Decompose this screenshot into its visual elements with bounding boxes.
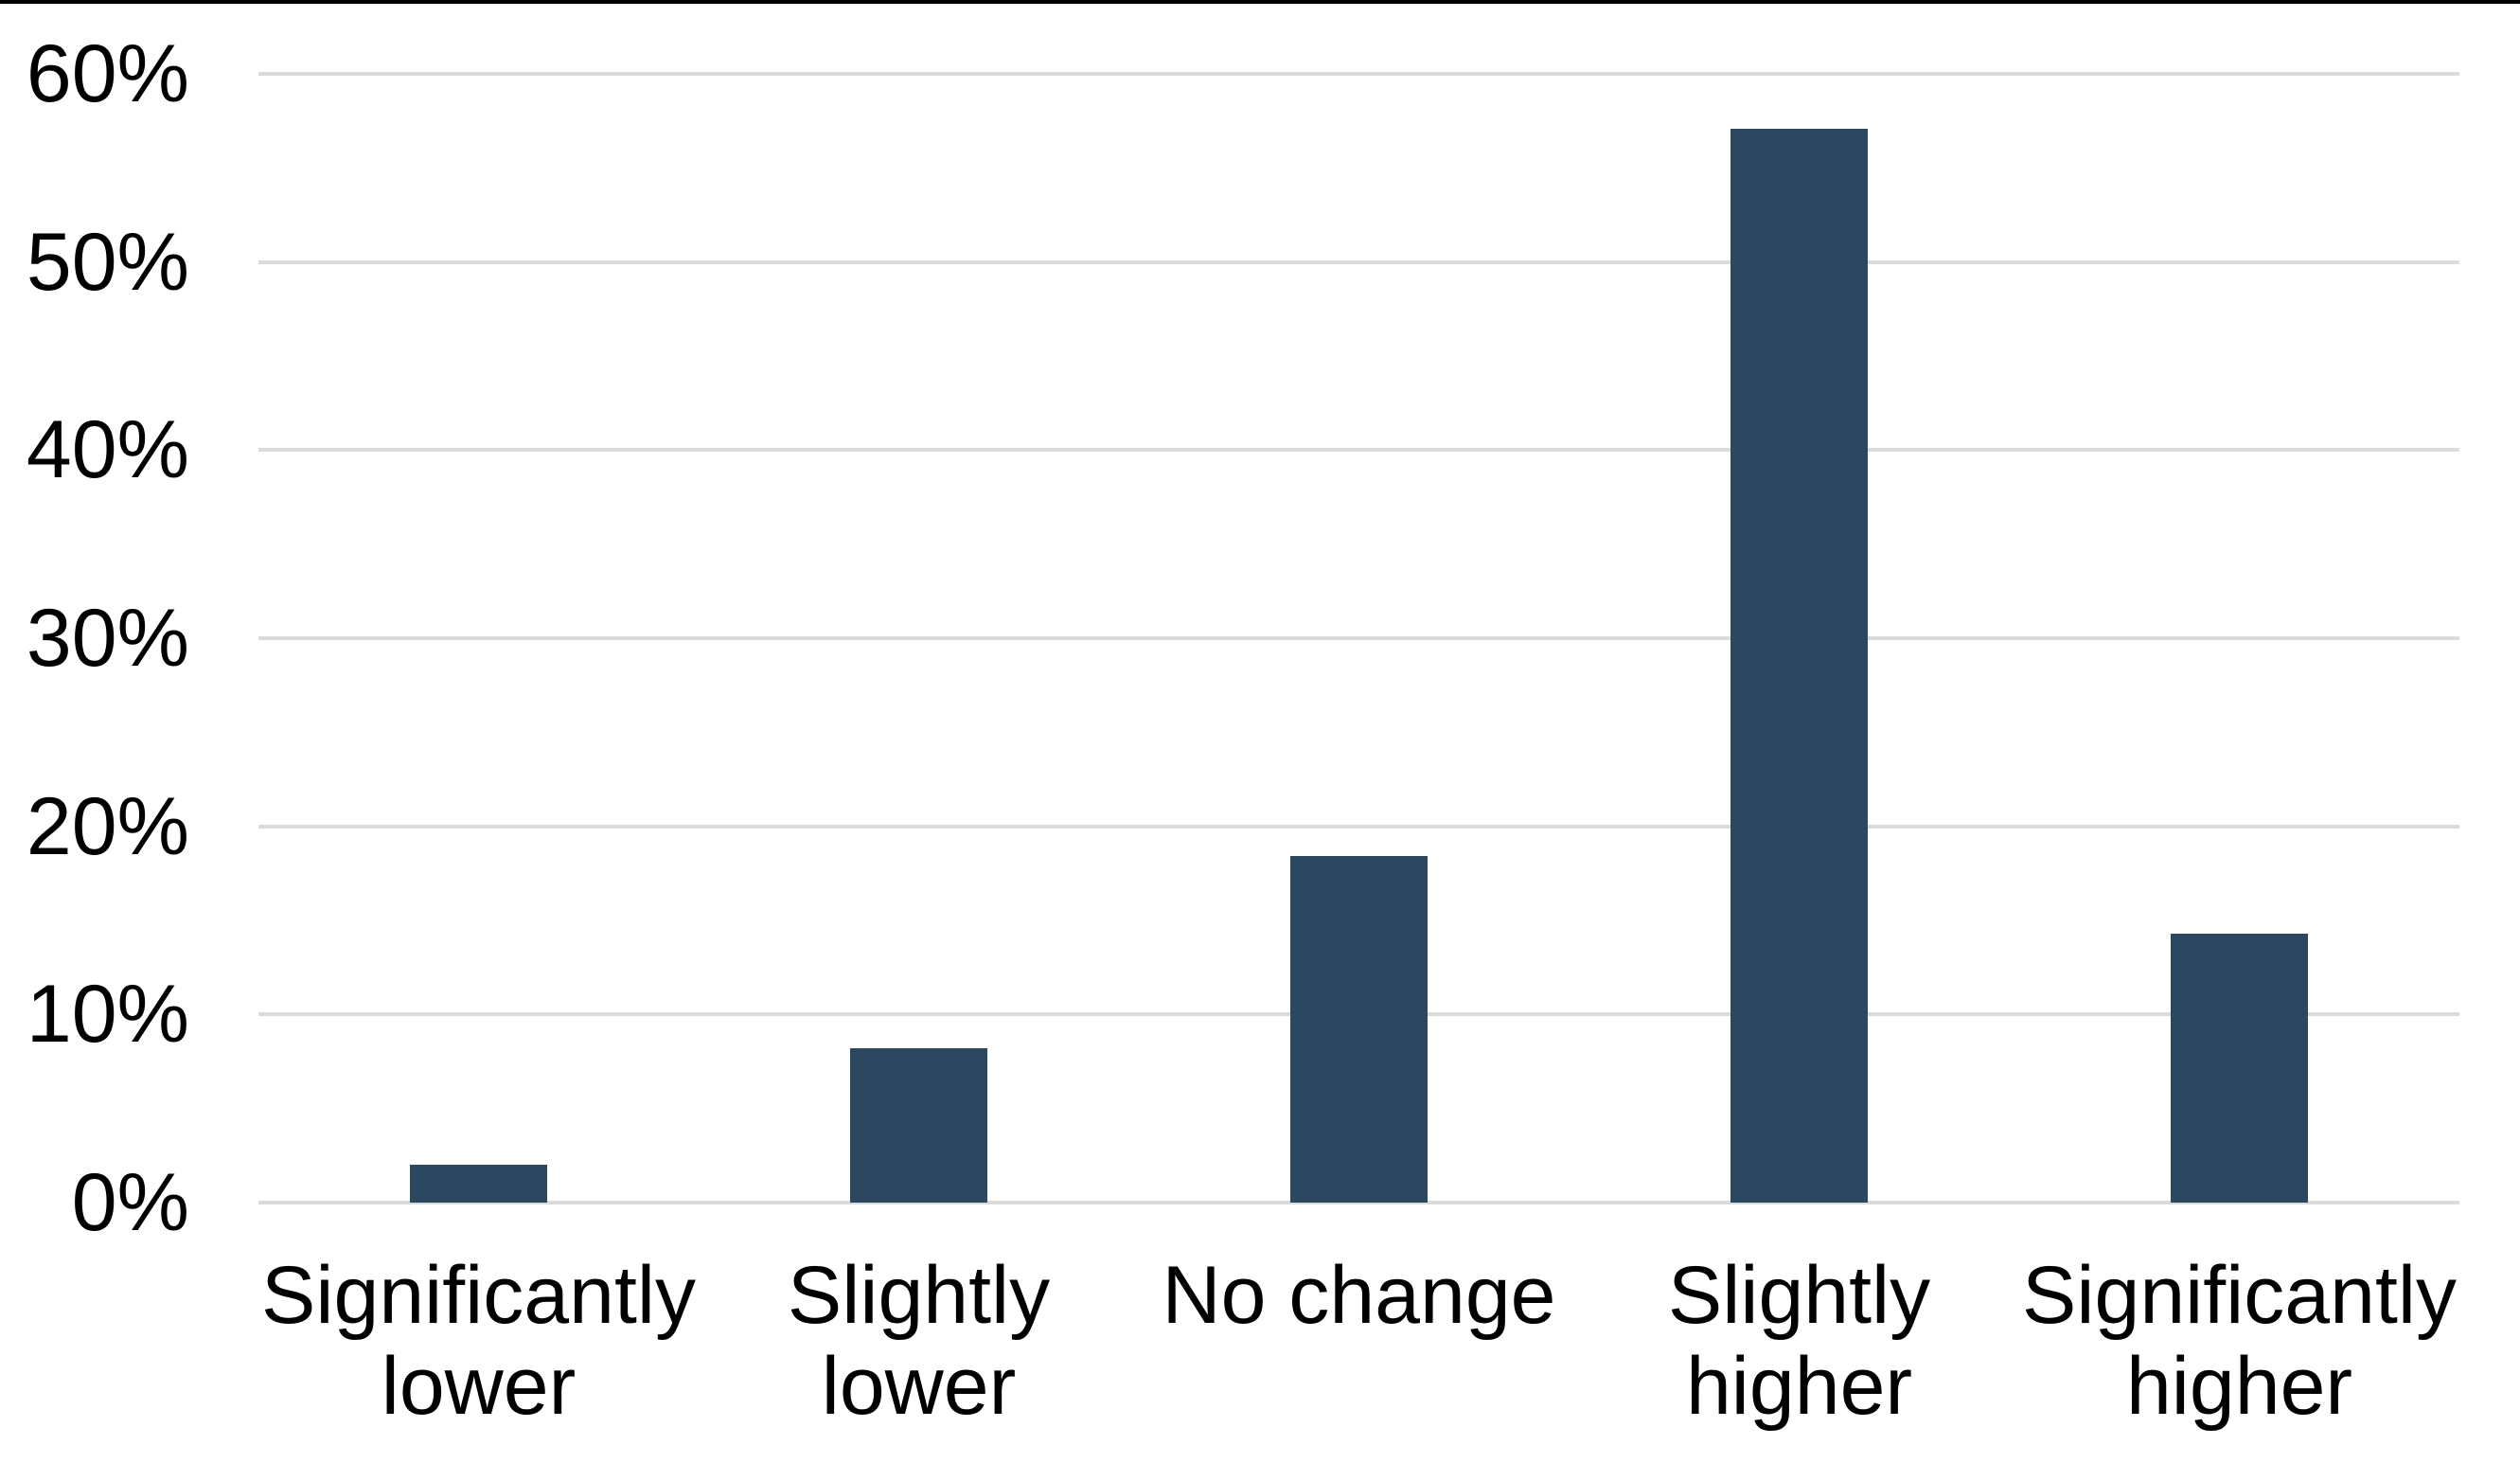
x-category-label-significantly-higher: Significantly higher bbox=[2022, 1250, 2457, 1432]
gridline-60pct bbox=[258, 72, 2459, 76]
bar-slightly-lower bbox=[850, 1048, 987, 1203]
bar-slightly-higher bbox=[1730, 128, 1868, 1203]
gridline-20pct bbox=[258, 824, 2459, 829]
x-category-label-slightly-higher: Slightly higher bbox=[1667, 1250, 1931, 1432]
y-tick-label-30: 30% bbox=[26, 593, 189, 684]
y-tick-label-10: 10% bbox=[26, 969, 189, 1061]
y-tick-label-40: 40% bbox=[26, 404, 189, 496]
gridline-30pct bbox=[258, 636, 2459, 640]
x-category-label-no-change: No change bbox=[1162, 1250, 1556, 1341]
x-axis-line bbox=[258, 1201, 2459, 1204]
bar-no-change bbox=[1290, 856, 1428, 1203]
x-category-label-slightly-lower: Slightly lower bbox=[787, 1250, 1051, 1432]
y-tick-label-20: 20% bbox=[26, 780, 189, 872]
y-tick-label-0: 0% bbox=[71, 1157, 189, 1248]
x-category-label-significantly-lower: Significantly lower bbox=[261, 1250, 696, 1432]
bar-significantly-higher bbox=[2171, 933, 2308, 1203]
top-edge-strip bbox=[0, 0, 2520, 4]
gridline-40pct bbox=[258, 448, 2459, 453]
gridline-50pct bbox=[258, 259, 2459, 264]
y-tick-label-60: 60% bbox=[26, 28, 189, 119]
bar-significantly-lower bbox=[410, 1165, 547, 1203]
y-tick-label-50: 50% bbox=[26, 216, 189, 308]
